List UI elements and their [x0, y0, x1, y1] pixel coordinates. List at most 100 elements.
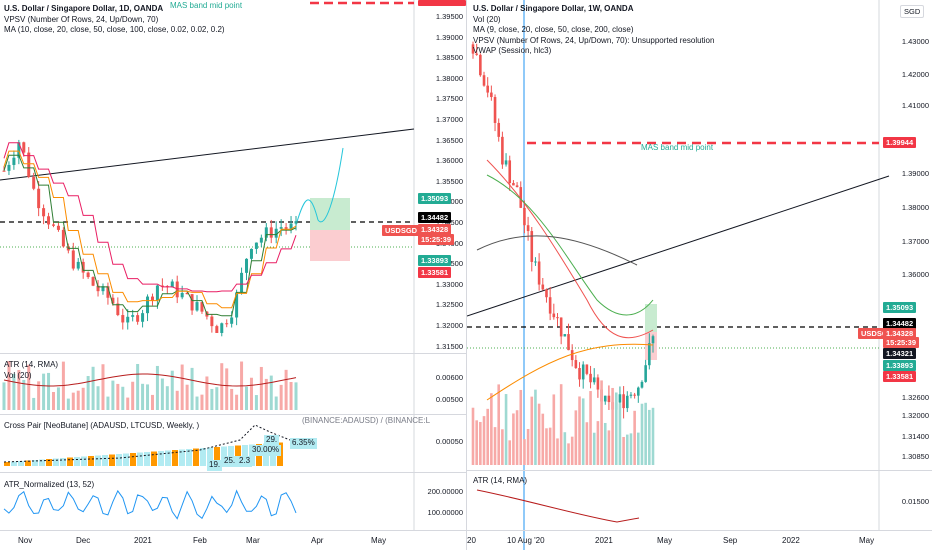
right-volume-bar [556, 438, 559, 465]
left-volume-bar [150, 394, 154, 410]
left-cross-block [165, 450, 171, 466]
currency-button[interactable]: SGD [900, 5, 925, 18]
left-price-label: 1.36000 [435, 156, 463, 166]
right-candle-body [537, 261, 541, 285]
left-legend: U.S. Dollar / Singapore Dollar, 1D, OAND… [4, 4, 225, 36]
left-volume-bar [47, 372, 51, 410]
left-band-note: MAS band mid point [170, 1, 243, 10]
left-volume-bar [111, 380, 115, 410]
left-price-label: 1.36500 [435, 135, 463, 145]
right-candle-body [523, 207, 526, 226]
left-candle-body [47, 216, 51, 225]
left-atrn-line [3, 489, 297, 520]
right-volume-bar [523, 439, 526, 465]
right-tag-vwap: 1.34321 [883, 348, 917, 359]
left-candle-body [225, 323, 229, 325]
left-candle-body [274, 228, 278, 238]
left-volume-bar [279, 384, 283, 410]
left-cross-block [81, 456, 87, 466]
left-cross-title: Cross Pair [NeoButane] (ADAUSD, LTCUSD, … [4, 421, 200, 430]
left-cross-block [151, 451, 157, 466]
right-chart-title: U.S. Dollar / Singapore Dollar, 1W, OAND… [473, 4, 634, 13]
left-cross-block [144, 452, 150, 466]
right-candle-body [504, 160, 508, 165]
right-volume-bar [603, 422, 607, 465]
left-volume-bar [76, 390, 80, 410]
left-volume-bar [264, 378, 268, 410]
left-candle-body [294, 221, 298, 224]
left-candle-body [17, 142, 21, 158]
left-candle-body [259, 237, 263, 243]
left-candle-body [220, 323, 224, 333]
left-candle-body [264, 227, 268, 238]
right-candle-body [589, 373, 592, 383]
left-candle-body [254, 242, 258, 249]
right-price-label: 1.31400 [901, 432, 929, 441]
right-volume-bar [633, 410, 636, 465]
left-cross-label-29: 29. [264, 435, 280, 446]
left-volume-bar [37, 381, 41, 410]
left-volume-bar [155, 365, 159, 410]
left-cross-block [60, 458, 66, 466]
left-cross-block [207, 447, 213, 466]
right-tag-level: 1.34482 [883, 318, 917, 329]
left-cross-axis: 0.00050 [435, 437, 463, 446]
left-projection-path [295, 147, 344, 226]
left-cross-block [214, 447, 220, 466]
left-cross-block [130, 453, 136, 466]
right-volume-bar [651, 407, 655, 465]
left-cross-block [32, 460, 38, 466]
left-ma-20 [3, 150, 297, 309]
left-candle-body [91, 277, 95, 286]
left-candle-body [175, 281, 179, 298]
right-chart-pane[interactable]: U.S. Dollar / Singapore Dollar, 1W, OAND… [466, 0, 932, 550]
right-profit-zone [645, 304, 657, 332]
left-pane-separator-3 [0, 472, 466, 473]
right-time-label: May [657, 536, 673, 545]
left-cross-block [67, 457, 73, 466]
right-candle-body [497, 122, 501, 137]
right-band-note: MAS band mid point [641, 143, 714, 152]
right-time-label: May [859, 536, 875, 545]
right-volume-bar [640, 403, 644, 465]
right-volume-bar [578, 396, 581, 465]
left-volume-bar [245, 386, 249, 410]
right-volume-bar [589, 391, 592, 465]
left-volume-bar [269, 375, 273, 410]
left-volume-bar [284, 369, 288, 410]
left-chart-canvas[interactable] [0, 0, 466, 550]
right-ma-9 [486, 159, 654, 339]
right-ma-200 [486, 343, 654, 401]
left-tag-target-high: 1.35093 [418, 193, 452, 204]
right-volume-bar [526, 428, 530, 465]
left-price-label: 1.33000 [435, 279, 463, 289]
left-time-label: May [371, 536, 387, 545]
left-price-label: 1.38500 [435, 53, 463, 63]
left-price-label: 1.37000 [435, 115, 463, 124]
right-candle-body [482, 75, 486, 86]
left-chart-pane[interactable]: U.S. Dollar / Singapore Dollar, 1D, OAND… [0, 0, 466, 550]
left-time-axis-border [0, 530, 466, 531]
left-volume-bar [136, 363, 140, 410]
left-volume-bar [27, 364, 31, 410]
left-volume-bar [32, 397, 36, 410]
right-candle-body [633, 394, 636, 396]
right-time-label: 10 Aug '20 [507, 536, 545, 545]
right-volume-bar [559, 384, 563, 465]
left-candle-body [185, 292, 189, 295]
left-candle-body [240, 272, 244, 293]
left-cross-label-19: 19. [207, 460, 223, 471]
right-volume-bar [570, 436, 574, 465]
right-tag-band: 1.39944 [883, 137, 917, 148]
right-tag-support: 1.33893 [883, 360, 917, 371]
left-cross-block [137, 452, 143, 466]
left-volume-bar [131, 381, 135, 410]
right-chart-canvas[interactable] [467, 0, 932, 550]
left-candle-body [284, 227, 288, 229]
left-candle-body [200, 302, 204, 312]
left-volume-bar [96, 386, 100, 410]
right-volume-bar [585, 422, 589, 465]
right-volume-bar [581, 398, 585, 465]
left-candle-body [146, 296, 150, 314]
left-candle-body [12, 157, 16, 165]
